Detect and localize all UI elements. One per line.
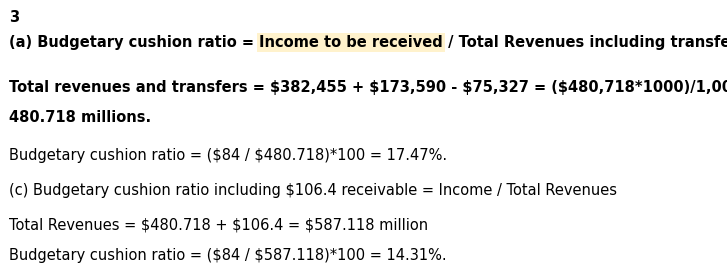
Text: 480.718 millions.: 480.718 millions. [9, 110, 150, 125]
Text: Budgetary cushion ratio = (\$84 / \$587.118)*100 = 14.31%.: Budgetary cushion ratio = (\$84 / \$587.… [9, 248, 446, 263]
Text: Income to be received: Income to be received [259, 35, 443, 50]
Text: (c) Budgetary cushion ratio including \$106.4 receivable = Income / Total Revenu: (c) Budgetary cushion ratio including \$… [9, 183, 616, 198]
Text: Total Revenues = \$480.718 + \$106.4 = \$587.118 million: Total Revenues = \$480.718 + \$106.4 = \… [9, 218, 428, 233]
Text: (a) Budgetary cushion ratio =: (a) Budgetary cushion ratio = [9, 35, 259, 50]
Text: 3: 3 [9, 10, 19, 25]
Text: / Total Revenues including transfers: / Total Revenues including transfers [443, 35, 727, 50]
Text: Budgetary cushion ratio = (\$84 / \$480.718)*100 = 17.47%.: Budgetary cushion ratio = (\$84 / \$480.… [9, 148, 447, 163]
Text: Total revenues and transfers = \$382,455 + \$173,590 - \$75,327 = (\$480,718*100: Total revenues and transfers = \$382,455… [9, 80, 727, 95]
